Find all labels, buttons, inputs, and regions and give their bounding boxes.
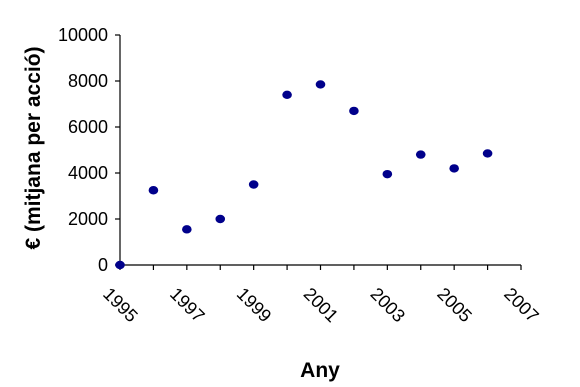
y-tick-label: 0 [98,255,108,275]
x-tick-label: 2005 [433,284,475,326]
data-point [215,214,226,224]
data-point [182,225,192,234]
data-point [315,80,326,89]
x-axis-title: Any [300,359,340,382]
y-axis: 0 2000 4000 6000 8000 10000 [58,25,121,275]
y-tick-label: 2000 [68,209,108,229]
x-tick-label: 1997 [166,284,208,326]
data-point [415,150,426,159]
x-tick-label: 2007 [500,284,542,326]
data-point [148,186,159,195]
data-point [115,260,125,270]
x-axis: 1995 1997 1999 2001 2003 2005 2007 [99,264,543,326]
y-axis-title: € (mitjana per acció) [22,46,45,249]
y-tick-label: 4000 [68,163,108,183]
x-tick-label: 2003 [367,284,409,326]
y-tick-label: 10000 [58,25,108,45]
y-tick-label: 6000 [68,117,108,137]
data-point [449,164,459,173]
x-tick-label: 1995 [99,284,141,326]
data-point [282,90,292,100]
x-tick-label: 1999 [233,284,275,326]
data-points [115,80,493,270]
x-tick-label: 2001 [300,284,342,326]
data-point [382,169,393,179]
data-point [248,180,259,189]
data-point [482,149,493,158]
data-point [349,106,359,116]
y-tick-label: 8000 [68,71,108,91]
